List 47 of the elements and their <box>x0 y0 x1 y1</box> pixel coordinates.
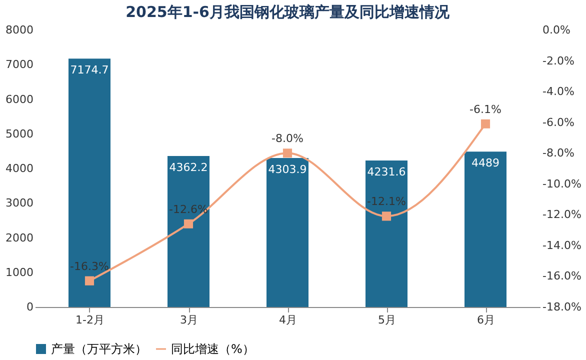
point <box>282 148 292 158</box>
y-tick-label: 7000 <box>6 58 34 72</box>
bar <box>68 58 110 307</box>
y2-tick-label: -8.0% <box>542 146 574 160</box>
y-tick-label: 6000 <box>6 92 34 106</box>
x-tick-label: 5月 <box>378 314 396 326</box>
y-tick-label: 3000 <box>6 196 34 210</box>
data-label: 4231.6 <box>367 165 406 178</box>
y2-tick-label: 0.0% <box>542 24 570 36</box>
y2-tick-label: -16.0% <box>542 270 582 283</box>
y2-tick-label: -14.0% <box>542 238 582 252</box>
y-tick-label: 4000 <box>6 162 34 175</box>
data-label: -6.1% <box>470 102 502 116</box>
chart-title: 2025年1-6月我国钢化玻璃产量及同比增速情况 <box>126 3 450 21</box>
data-label: 4303.9 <box>268 162 307 176</box>
data-label: -16.3% <box>70 260 109 273</box>
data-label: -12.6% <box>169 202 208 216</box>
y2-tick-label: -4.0% <box>542 85 574 98</box>
y-tick-label: 8000 <box>6 24 34 36</box>
x-tick-label: 3月 <box>180 314 198 326</box>
y-tick-label: 5000 <box>6 127 34 140</box>
bar <box>168 156 210 307</box>
x-tick-label: 6月 <box>477 314 495 326</box>
y2-tick-label: -2.0% <box>542 54 574 68</box>
legend-label: 同比增速（%） <box>171 342 254 356</box>
point <box>480 119 490 128</box>
data-label: -8.0% <box>272 132 304 146</box>
x-tick-label: 4月 <box>279 314 297 326</box>
y-tick-label: 2000 <box>6 231 34 244</box>
y2-tick-label: -12.0% <box>542 208 582 222</box>
data-label: -12.1% <box>367 195 406 208</box>
bar <box>266 158 308 307</box>
y2-tick-label: -18.0% <box>542 300 582 314</box>
data-label: 4362.2 <box>169 160 208 174</box>
point <box>382 212 392 221</box>
legend-label: 产量（万平方米） <box>51 342 147 356</box>
data-label: 4489 <box>472 156 500 170</box>
point <box>184 219 194 228</box>
y2-tick-label: -6.0% <box>542 116 574 129</box>
bar <box>366 160 408 307</box>
point <box>84 276 94 286</box>
y-tick-label: 1000 <box>6 266 34 279</box>
y2-tick-label: -10.0% <box>542 177 582 190</box>
data-label: 7174.7 <box>70 64 109 77</box>
y-tick-label: 0 <box>26 300 34 314</box>
bar <box>464 152 506 307</box>
x-tick-label: 1-2月 <box>76 314 104 326</box>
